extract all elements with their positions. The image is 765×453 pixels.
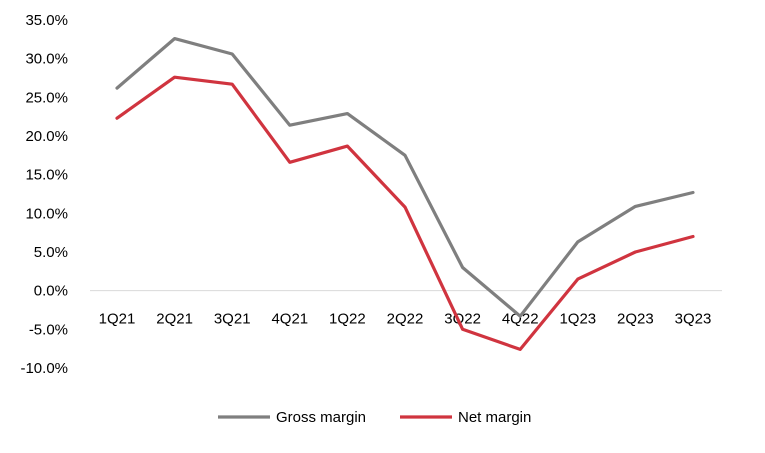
y-axis-ticks: 35.0% 30.0% 25.0% 20.0% 15.0% 10.0% 5.0% 0.0% -5… — [20, 12, 68, 377]
series-line-gross-margin — [115, 36, 695, 318]
x-tick-label: 3Q21 — [214, 311, 251, 328]
legend-label: Gross margin — [276, 409, 366, 426]
legend-label: Net margin — [458, 409, 531, 426]
x-tick-label: 3Q23 — [675, 311, 712, 328]
y-tick-label: 25.0% — [25, 89, 68, 106]
x-tick-label: 2Q23 — [617, 311, 654, 328]
x-tick-label: 4Q22 — [502, 311, 539, 328]
x-tick-label: 1Q21 — [99, 311, 136, 328]
x-axis-ticks: 1Q21 2Q21 3Q21 4Q21 1Q22 2Q22 3Q22 4Q22 1Q23 2Q23… — [99, 311, 712, 328]
y-tick-label: 15.0% — [25, 167, 68, 184]
series-line-net-margin — [115, 75, 695, 351]
y-tick-label: -5.0% — [29, 321, 68, 338]
y-tick-label: -10.0% — [20, 360, 68, 377]
x-tick-label: 3Q22 — [444, 311, 481, 328]
y-tick-label: 0.0% — [34, 283, 68, 300]
x-tick-label: 1Q22 — [329, 311, 366, 328]
x-tick-label: 2Q21 — [156, 311, 193, 328]
y-tick-label: 20.0% — [25, 128, 68, 145]
x-tick-label: 4Q21 — [271, 311, 308, 328]
legend: Gross margin Net margin — [218, 409, 531, 426]
y-tick-label: 5.0% — [34, 244, 68, 261]
x-tick-label: 1Q23 — [559, 311, 596, 328]
y-tick-label: 35.0% — [25, 12, 68, 29]
series-lines — [115, 36, 695, 351]
x-tick-label: 2Q22 — [387, 311, 424, 328]
y-tick-label: 10.0% — [25, 205, 68, 222]
y-tick-label: 30.0% — [25, 51, 68, 68]
